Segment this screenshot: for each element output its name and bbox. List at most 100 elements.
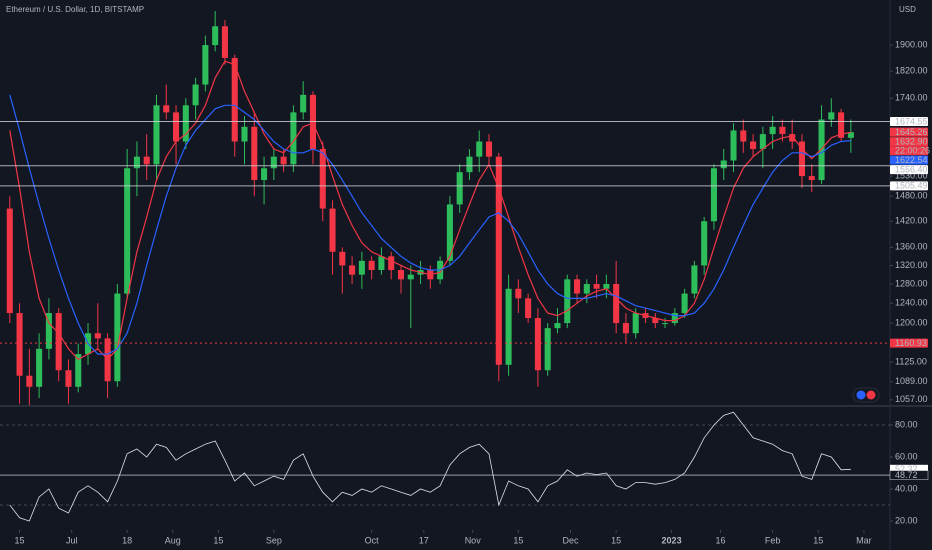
rsi-y-tick-label: 80.00 [895, 419, 918, 429]
candle-body [652, 318, 659, 324]
candle-body [701, 221, 708, 266]
x-tick-label: 2023 [662, 535, 682, 545]
candle-body [603, 284, 610, 289]
x-tick-label: 18 [122, 535, 132, 545]
candle-body [329, 208, 336, 252]
candle-body [789, 134, 796, 142]
candle-body [143, 156, 150, 165]
candle-body [544, 328, 551, 371]
candle-body [368, 260, 375, 271]
y-tick-label: 1125.00 [895, 356, 927, 366]
x-tick-label: Jul [66, 535, 78, 545]
rsi-badge [889, 470, 929, 480]
rsi-y-tick-label: 20.00 [895, 515, 918, 525]
candle-body [740, 130, 747, 142]
candle-body [769, 126, 776, 135]
candle-body [632, 313, 639, 334]
rsi-badge-label: 52.32 [895, 464, 918, 474]
candle-body [564, 279, 571, 324]
candle-body [495, 156, 502, 365]
price-badge-label: 1505.49 [895, 181, 928, 191]
candle-body [202, 45, 209, 85]
candle-body [779, 126, 786, 135]
candle-body [163, 105, 170, 113]
rsi-y-tick-label: 60.00 [895, 451, 918, 461]
candle-body [554, 323, 561, 329]
price-badge-label: 1674.55 [895, 116, 928, 126]
candle-body [261, 168, 268, 181]
candle-body [65, 370, 72, 387]
candle-body [75, 354, 82, 387]
candle-body [280, 156, 287, 165]
candle-body [16, 313, 23, 376]
candle-body [300, 94, 307, 113]
candle-body [808, 176, 815, 181]
candle-body [671, 313, 678, 324]
rsi-y-tick-label: 40.00 [895, 483, 918, 493]
candle-body [574, 279, 581, 294]
countdown-badge [890, 146, 928, 156]
price-badge [890, 338, 928, 348]
y-tick-label: 1360.00 [895, 242, 928, 252]
x-tick-label: Aug [165, 535, 181, 545]
y-tick-label: 1280.00 [895, 278, 928, 288]
candle-body [114, 293, 121, 382]
x-tick-label: Sep [266, 535, 282, 545]
x-tick-label: 15 [813, 535, 823, 545]
indicator-icon[interactable] [852, 387, 880, 403]
y-tick-label: 1240.00 [895, 298, 928, 308]
candle-body [388, 256, 395, 271]
candle-body [515, 288, 522, 299]
candle-body [466, 156, 473, 173]
price-badge [890, 137, 928, 147]
candle-body [36, 348, 43, 387]
candle-body [759, 134, 766, 150]
price-badge [890, 181, 928, 191]
candle-body [124, 168, 131, 294]
price-badge [890, 127, 928, 137]
price-badge-label: 1632.90 [895, 137, 928, 147]
candle-body [847, 132, 854, 138]
candle-body [319, 149, 326, 209]
x-tick-label: Nov [465, 535, 482, 545]
candle-body [593, 284, 600, 289]
candle-body [828, 112, 835, 120]
candle-body [6, 208, 13, 314]
candle-body [94, 333, 101, 339]
candle-body [26, 375, 33, 387]
candle-body [407, 274, 414, 280]
candle-body [730, 130, 737, 161]
price-badge-label: 1622.54 [895, 155, 928, 165]
chart-title: Ethereum / U.S. Dollar, 1D, BITSTAMP [6, 5, 144, 14]
moving-average [9, 94, 851, 355]
y-tick-label: 1089.00 [895, 376, 928, 386]
candle-body [456, 172, 463, 205]
candle-body [622, 323, 629, 334]
candle-body [720, 160, 727, 169]
candle-body [192, 84, 199, 106]
candle-body [212, 26, 219, 46]
candle-body [270, 156, 277, 169]
candle-body [339, 251, 346, 266]
countdown-label: 22:00:26 [895, 146, 930, 156]
candle-body [476, 141, 483, 157]
candle-body [446, 204, 453, 261]
candle-body [173, 112, 180, 142]
y-tick-label: 1900.00 [895, 39, 928, 49]
y-tick-label: 1530.00 [895, 170, 928, 180]
candle-body [378, 256, 385, 271]
candle-body [231, 57, 238, 142]
candle-body [133, 156, 140, 169]
candle-body [681, 293, 688, 314]
y-tick-label: 1420.00 [895, 216, 928, 226]
candle-body [485, 141, 493, 157]
x-tick-label: 15 [213, 535, 223, 545]
candle-body [613, 284, 620, 324]
candle-body [55, 313, 62, 371]
price-badge-label: 1160.93 [895, 338, 927, 348]
x-tick-label: 15 [15, 535, 25, 545]
candle-body [397, 270, 405, 280]
candle-body [691, 265, 698, 294]
candle-body [241, 126, 248, 142]
candle-body [290, 112, 297, 165]
